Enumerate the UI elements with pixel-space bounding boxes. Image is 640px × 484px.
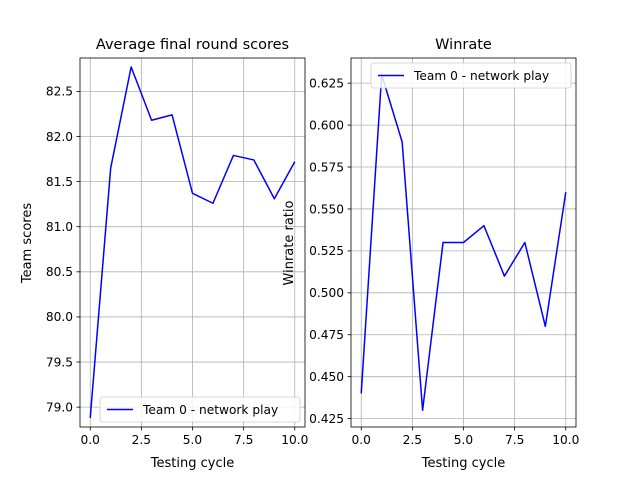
x-tick-label: 7.5 bbox=[234, 433, 253, 447]
y-tick-label: 80.0 bbox=[46, 310, 73, 324]
y-tick-label: 81.5 bbox=[46, 175, 73, 189]
y-tick-label: 79.0 bbox=[46, 400, 73, 414]
y-tick-label: 0.450 bbox=[309, 370, 344, 384]
chart-title: Average final round scores bbox=[96, 37, 289, 53]
y-axis-label: Winrate ratio bbox=[282, 200, 297, 285]
y-tick-label: 82.0 bbox=[46, 130, 73, 144]
y-tick-label: 81.0 bbox=[46, 220, 73, 234]
x-tick-label: 0.0 bbox=[81, 433, 100, 447]
x-tick-label: 2.5 bbox=[132, 433, 151, 447]
y-tick-label: 0.625 bbox=[309, 76, 344, 90]
x-tick-label: 2.5 bbox=[403, 433, 422, 447]
legend: Team 0 - network play bbox=[100, 397, 300, 422]
legend: Team 0 - network play bbox=[371, 63, 571, 88]
y-tick-label: 79.5 bbox=[46, 355, 73, 369]
y-axis-label: Team scores bbox=[20, 203, 35, 284]
x-axis-label: Testing cycle bbox=[150, 456, 234, 471]
legend-label: Team 0 - network play bbox=[142, 403, 278, 417]
y-tick-label: 0.500 bbox=[309, 286, 344, 300]
x-axis-label: Testing cycle bbox=[421, 456, 505, 471]
y-tick-label: 80.5 bbox=[46, 265, 73, 279]
y-tick-label: 0.600 bbox=[309, 118, 344, 132]
legend-label: Team 0 - network play bbox=[413, 69, 549, 83]
y-tick-label: 0.575 bbox=[309, 160, 344, 174]
y-tick-label: 0.475 bbox=[309, 328, 344, 342]
x-tick-label: 0.0 bbox=[352, 433, 371, 447]
x-tick-label: 5.0 bbox=[183, 433, 202, 447]
y-tick-label: 0.550 bbox=[309, 202, 344, 216]
x-tick-label: 7.5 bbox=[505, 433, 524, 447]
x-tick-label: 10.0 bbox=[552, 433, 579, 447]
y-tick-label: 82.5 bbox=[46, 85, 73, 99]
chart-title: Winrate bbox=[435, 37, 492, 53]
y-tick-label: 0.425 bbox=[309, 412, 344, 426]
x-tick-label: 10.0 bbox=[281, 433, 308, 447]
y-tick-label: 0.525 bbox=[309, 244, 344, 258]
x-tick-label: 5.0 bbox=[454, 433, 473, 447]
